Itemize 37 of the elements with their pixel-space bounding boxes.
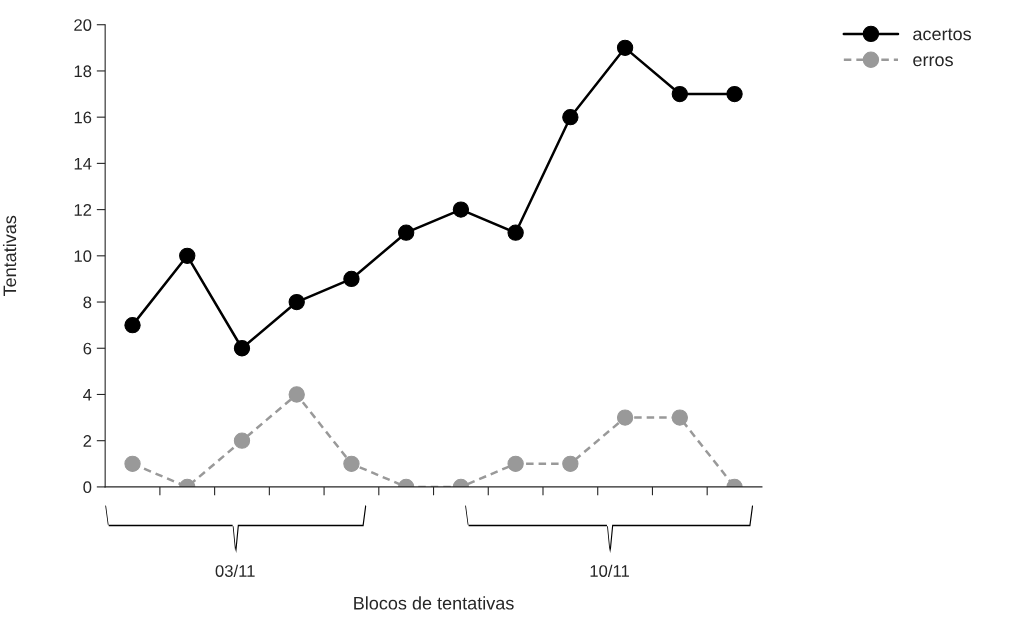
point — [288, 293, 305, 311]
y-tick-label: 14 — [74, 157, 92, 170]
point — [233, 432, 251, 449]
point — [343, 270, 360, 288]
text: Blocos de tentativas — [354, 596, 514, 610]
point — [288, 386, 305, 403]
y-tick-label: 4 — [83, 389, 92, 401]
y-tick-label: 16 — [74, 111, 92, 124]
point — [124, 316, 141, 334]
y-tick-label: 2 — [83, 435, 92, 447]
y-tick-label: 12 — [74, 204, 92, 216]
point — [671, 409, 688, 426]
point — [616, 39, 634, 56]
point — [233, 340, 251, 357]
point — [562, 455, 579, 472]
text: 10/11 — [590, 564, 629, 577]
point — [507, 224, 524, 241]
point — [726, 85, 743, 103]
y-tick-label: 10 — [74, 250, 92, 263]
point — [124, 455, 141, 472]
text: 03/11 — [215, 564, 255, 577]
point — [562, 109, 579, 126]
y-tick-label: 0 — [83, 481, 92, 494]
legend-label: acertos — [913, 28, 971, 41]
point — [671, 85, 688, 103]
y-tick-label: 8 — [83, 296, 92, 309]
point — [507, 455, 524, 472]
point — [179, 247, 196, 264]
y-tick-label: 20 — [74, 19, 92, 31]
y-tick-label: 18 — [74, 65, 92, 78]
point — [398, 224, 415, 241]
y-tick-label: 6 — [83, 342, 92, 355]
point — [343, 455, 360, 472]
legend-label: erros — [913, 56, 953, 67]
point — [452, 201, 470, 218]
point — [616, 409, 634, 426]
y-axis-title: Tentativas — [2, 215, 17, 297]
